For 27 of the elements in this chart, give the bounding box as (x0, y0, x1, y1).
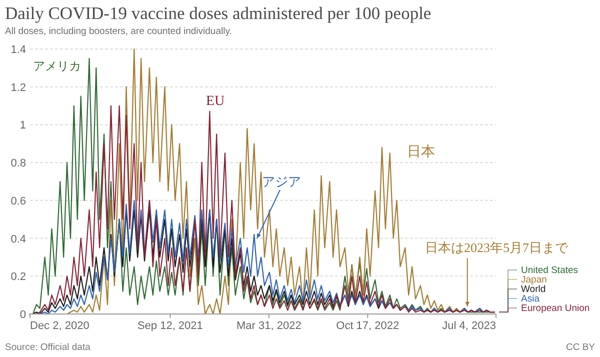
x-tick-label: Jul 4, 2023 (442, 320, 496, 332)
x-tick-label: Sep 12, 2021 (137, 320, 203, 332)
source-note: Source: Official data (5, 342, 92, 353)
x-tick-label: Dec 2, 2020 (30, 320, 90, 332)
legend-label: Asia (521, 294, 540, 304)
text: Japan (521, 274, 547, 286)
legend-label: European Union (521, 303, 590, 314)
x-tick-label: Oct 17, 2022 (336, 320, 400, 332)
annotation: 日本 (407, 144, 435, 160)
y-tick-label: 0 (20, 309, 26, 321)
text: World (521, 284, 546, 295)
y-tick-label: 1 (20, 120, 26, 132)
x-tick-label: Mar 31, 2022 (236, 320, 302, 332)
chart-subtitle: All doses, including boosters, are counted individually. (5, 26, 232, 37)
y-tick-label: 0.8 (10, 158, 26, 170)
y-tick-label: 0.2 (10, 271, 26, 284)
text: CC BY (566, 342, 596, 353)
annotation: アジア (262, 174, 301, 189)
annotation: EU (206, 94, 225, 109)
annotation: アメリカ (33, 59, 81, 73)
y-tick-label: 0.4 (10, 233, 26, 246)
y-tick-label: 1.2 (10, 82, 26, 94)
y-tick-label: 0.6 (10, 195, 26, 208)
chart-title: Daily COVID-19 vaccine doses administered per 100 people (5, 3, 432, 23)
text: United States (521, 265, 578, 276)
annotation: 日本は2023年5月7日まで (425, 240, 569, 255)
y-tick-label: 1.4 (10, 44, 26, 56)
